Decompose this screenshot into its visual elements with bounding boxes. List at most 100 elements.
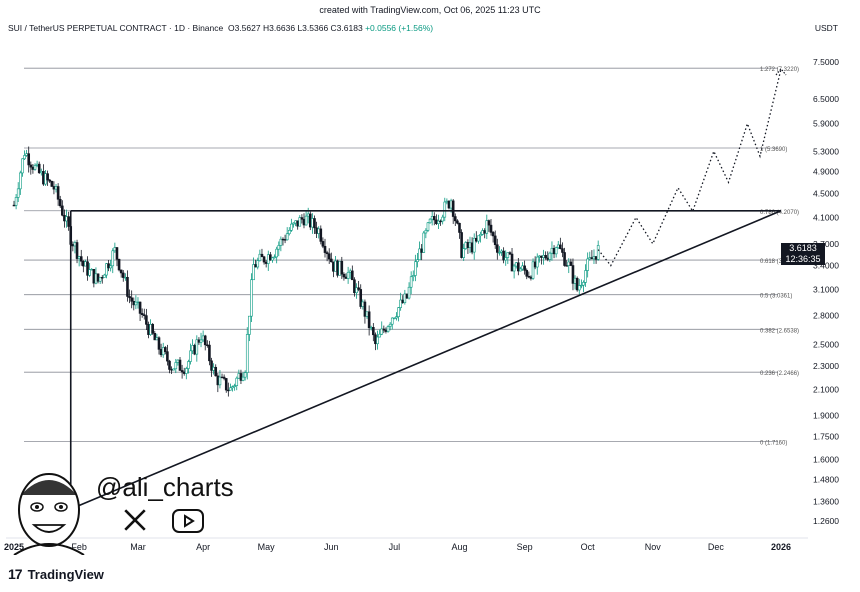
candle-body bbox=[166, 351, 169, 362]
candle-body bbox=[487, 220, 491, 226]
candle-body bbox=[254, 264, 257, 268]
candle-body bbox=[90, 269, 94, 271]
candle-body bbox=[443, 201, 447, 218]
x-tick-label: Sep bbox=[517, 542, 533, 552]
candle-body bbox=[323, 245, 327, 253]
time-axis[interactable]: 2025 Feb Mar Apr May Jun Jul Aug Sep Oct Nov Dec 202… bbox=[4, 537, 808, 552]
candle-body bbox=[313, 218, 316, 229]
candle-body bbox=[411, 275, 415, 278]
candle-body bbox=[569, 261, 573, 266]
candle-body bbox=[594, 256, 598, 260]
candle-body bbox=[163, 347, 167, 352]
candle-body bbox=[512, 265, 516, 272]
trend-lines bbox=[69, 209, 782, 510]
candle-body bbox=[556, 244, 560, 249]
candle-body bbox=[300, 217, 304, 220]
candle-body bbox=[393, 317, 396, 320]
candle-body bbox=[252, 264, 255, 281]
candle-body bbox=[155, 337, 159, 341]
candle-body bbox=[325, 252, 329, 255]
candle-body bbox=[432, 216, 436, 221]
candle-body bbox=[121, 272, 125, 278]
candle-body bbox=[201, 335, 205, 341]
candle-body bbox=[485, 220, 489, 234]
projection-arrowhead bbox=[775, 68, 787, 76]
candle-body bbox=[105, 263, 108, 276]
candle-body bbox=[340, 260, 344, 275]
candle-body bbox=[98, 277, 102, 282]
candle-body bbox=[466, 242, 470, 248]
candle-body bbox=[514, 262, 518, 267]
y-tick-label: 2.5000 bbox=[813, 340, 839, 350]
candle-body bbox=[538, 255, 541, 258]
y-tick-label: 5.3000 bbox=[813, 146, 839, 156]
x-icon[interactable] bbox=[122, 507, 148, 533]
candle-body bbox=[483, 230, 487, 234]
y-tick-label: 6.5000 bbox=[813, 94, 839, 104]
candle-body bbox=[449, 200, 453, 209]
candle-body bbox=[439, 220, 442, 223]
candle-body bbox=[405, 293, 409, 299]
candle-body bbox=[248, 315, 251, 335]
candle-body bbox=[285, 233, 289, 241]
candle-body bbox=[517, 262, 520, 272]
youtube-icon[interactable] bbox=[171, 508, 205, 534]
candle-body bbox=[584, 270, 587, 283]
candle-body bbox=[224, 378, 228, 391]
candle-body bbox=[378, 333, 381, 338]
candle-body bbox=[372, 327, 375, 336]
candle-body bbox=[590, 257, 594, 260]
candle-body bbox=[348, 270, 352, 273]
price-chart[interactable]: 1.272 (7.3220) 1 (5.3690) 0.786 (4.2070) 0.… bbox=[0, 0, 860, 560]
candle-body bbox=[567, 261, 571, 266]
y-tick-label: 3.1000 bbox=[813, 284, 839, 294]
fib-level-label: 1.272 (7.3220) bbox=[760, 67, 799, 73]
candle-body bbox=[424, 230, 428, 234]
candle-body bbox=[193, 345, 197, 355]
candle-body bbox=[126, 276, 129, 297]
tradingview-logo[interactable]: 17 TradingView bbox=[8, 566, 104, 582]
fib-level-label: 0.786 (4.2070) bbox=[760, 210, 799, 216]
candle-body bbox=[359, 289, 363, 307]
candle-body bbox=[504, 257, 508, 261]
candle-body bbox=[353, 279, 356, 294]
candle-body bbox=[460, 232, 463, 258]
candle-body bbox=[279, 238, 283, 246]
candle-body bbox=[191, 345, 194, 352]
price-series bbox=[12, 146, 600, 397]
candle-body bbox=[418, 248, 421, 261]
candle-body bbox=[559, 244, 562, 249]
y-tick-label: 1.3600 bbox=[813, 496, 839, 506]
candle-body bbox=[75, 242, 79, 259]
ohlc-values: O3.5627 H3.6636 L3.5366 C3.6183 bbox=[227, 23, 363, 33]
fib-level-label: 0.236 (2.2466) bbox=[760, 371, 799, 377]
candle-body bbox=[519, 268, 522, 272]
fib-level-label: 0.5 (3.0361) bbox=[760, 294, 792, 300]
candle-body bbox=[573, 277, 577, 284]
currency-label: USDT bbox=[814, 23, 838, 33]
candle-body bbox=[332, 261, 335, 272]
candle-body bbox=[533, 261, 537, 268]
candle-body bbox=[73, 242, 77, 247]
candle-body bbox=[592, 256, 596, 260]
y-tick-label: 2.1000 bbox=[813, 385, 839, 395]
candle-body bbox=[554, 247, 558, 255]
symbol-info[interactable]: SUI / TetherUS PERPETUAL CONTRACT · 1D ·… bbox=[8, 23, 433, 33]
candle-body bbox=[145, 315, 148, 325]
x-tick-label: 2026 bbox=[771, 542, 791, 552]
candle-body bbox=[138, 301, 142, 314]
price-axis[interactable]: 7.5000 6.5000 5.9000 5.3000 4.9000 4.5000 4.10… bbox=[813, 57, 839, 526]
candle-body bbox=[407, 286, 411, 299]
candle-body bbox=[565, 265, 568, 267]
candle-body bbox=[453, 216, 457, 222]
candle-body bbox=[237, 373, 241, 379]
candle-body bbox=[470, 242, 474, 253]
candle-body bbox=[61, 205, 64, 216]
last-price: 3.6183 bbox=[789, 243, 817, 253]
candle-body bbox=[548, 252, 552, 260]
candle-body bbox=[84, 261, 87, 267]
candle-body bbox=[124, 276, 127, 279]
candle-body bbox=[35, 163, 39, 166]
candle-body bbox=[304, 215, 308, 226]
candle-body bbox=[577, 285, 581, 291]
